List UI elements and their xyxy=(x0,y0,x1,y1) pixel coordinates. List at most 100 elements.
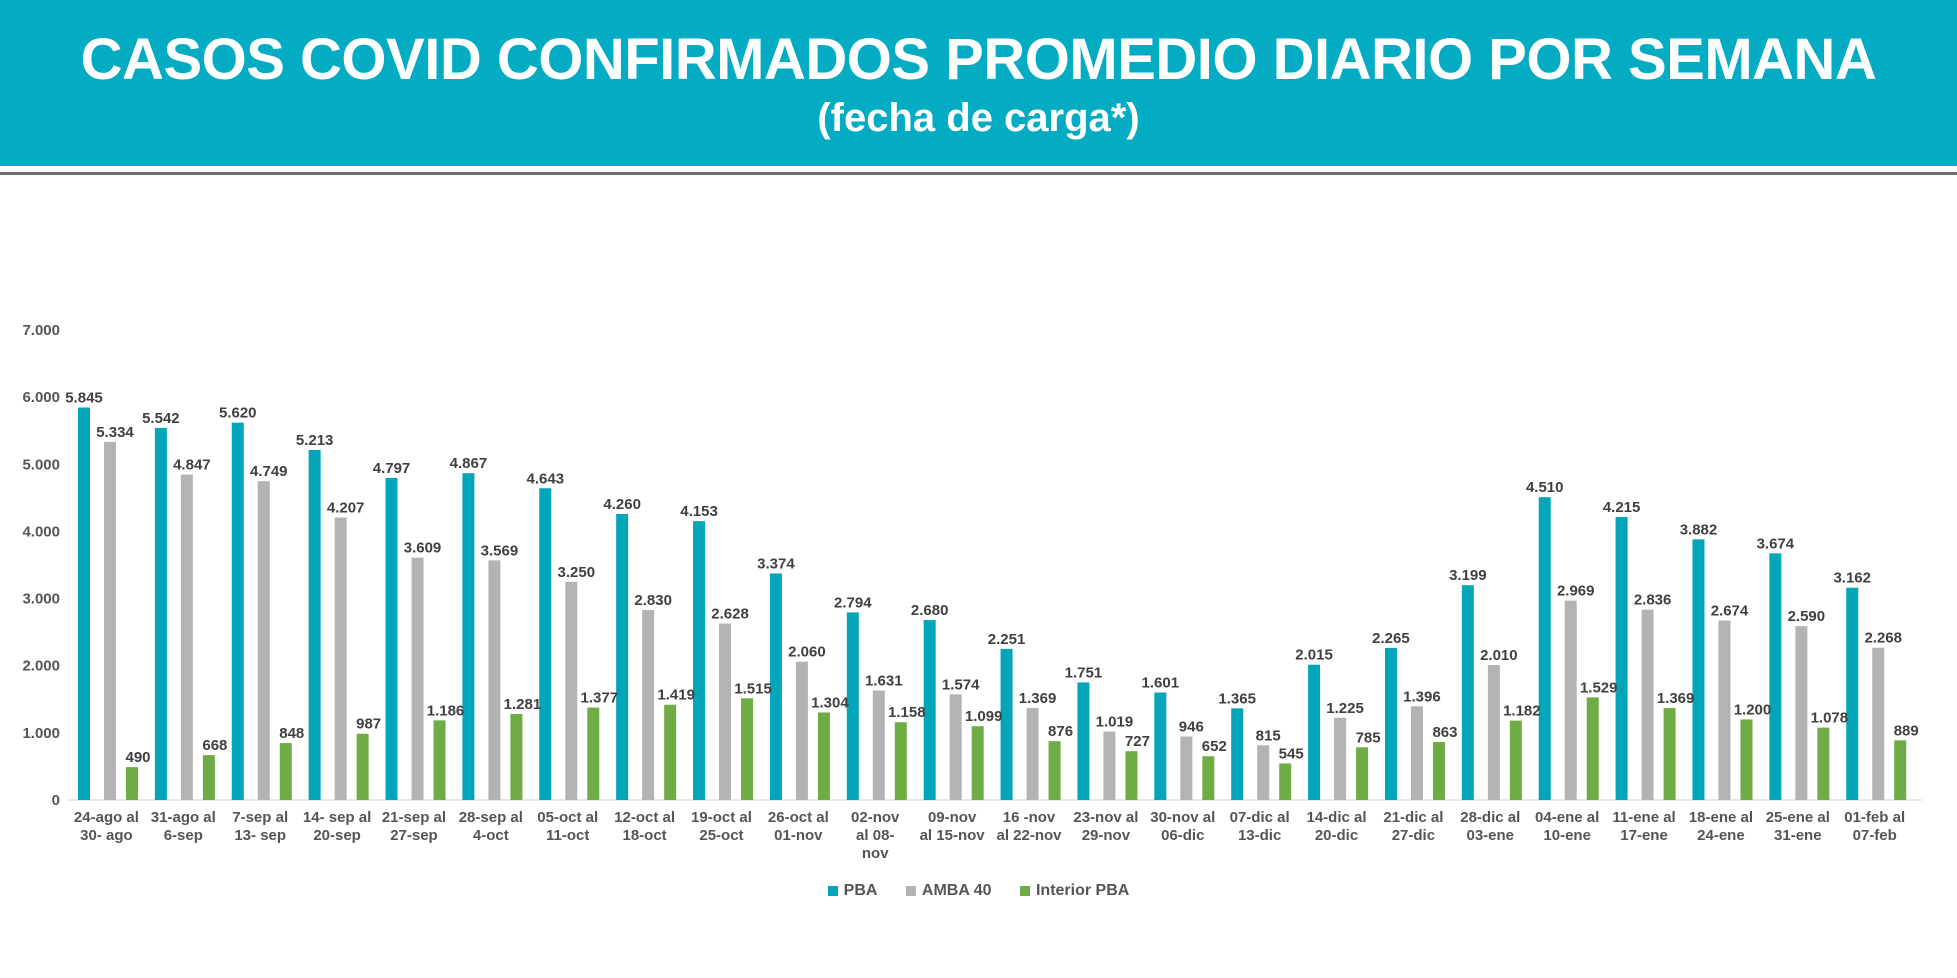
legend-label-interior: Interior PBA xyxy=(1035,882,1130,899)
data-label: 2.010 xyxy=(1480,647,1518,664)
data-label: 1.158 xyxy=(888,704,926,721)
bar-pba xyxy=(769,573,782,800)
bar-pba xyxy=(1461,585,1474,800)
y-tick-label: 0 xyxy=(52,792,60,809)
bar-pba xyxy=(308,449,321,800)
data-label: 1.601 xyxy=(1142,675,1180,692)
data-label: 545 xyxy=(1279,745,1304,762)
bar-interior-pba xyxy=(510,713,523,800)
data-label: 1.281 xyxy=(504,696,542,713)
data-label: 848 xyxy=(279,725,304,742)
data-label: 946 xyxy=(1179,718,1204,735)
bar-amba-40 xyxy=(104,441,116,800)
bar-pba xyxy=(1000,648,1013,800)
bar-interior-pba xyxy=(1279,763,1292,800)
data-label: 1.515 xyxy=(734,680,772,697)
bar-amba-40 xyxy=(795,661,808,800)
bar-amba-40 xyxy=(1872,647,1885,800)
bar-amba-40 xyxy=(949,694,962,800)
bar-pba xyxy=(231,422,244,800)
data-label: 2.015 xyxy=(1295,647,1333,664)
bar-interior-pba xyxy=(1894,740,1907,800)
bar-amba-40 xyxy=(180,474,193,800)
bar-amba-40 xyxy=(872,690,885,800)
x-tick-label: 05-oct al 11-oct xyxy=(537,809,598,844)
bar-interior-pba xyxy=(664,704,677,800)
x-tick-label: 24-ago al 30- ago xyxy=(74,809,139,844)
bar-amba-40 xyxy=(642,609,655,800)
bar-pba xyxy=(1231,708,1244,800)
bar-pba xyxy=(78,407,90,800)
y-tick-label: 1.000 xyxy=(22,725,60,742)
x-tick-label: 21-dic al 27-dic xyxy=(1383,809,1443,844)
bar-pba xyxy=(1154,692,1167,800)
data-label: 2.268 xyxy=(1864,630,1902,647)
data-label: 2.674 xyxy=(1711,602,1749,619)
data-label: 1.529 xyxy=(1580,679,1618,696)
title-banner xyxy=(0,0,1957,166)
data-label: 863 xyxy=(1432,724,1457,741)
data-label: 2.265 xyxy=(1372,630,1410,647)
data-label: 4.153 xyxy=(680,503,718,520)
bar-interior-pba xyxy=(894,722,907,800)
x-tick-label: 28-sep al 4-oct xyxy=(459,809,523,844)
bar-interior-pba xyxy=(1586,697,1599,800)
data-label: 4.867 xyxy=(450,455,488,472)
y-tick-label: 5.000 xyxy=(22,456,60,473)
legend-item-amba: AMBA 40 xyxy=(905,882,992,900)
bar-interior-pba xyxy=(1125,751,1138,800)
bar-pba xyxy=(539,488,552,800)
data-label: 3.199 xyxy=(1449,567,1487,584)
x-tick-label: 14- sep al 20-sep xyxy=(303,809,371,844)
data-label: 1.574 xyxy=(942,676,980,693)
data-label: 3.882 xyxy=(1680,521,1718,538)
bar-pba xyxy=(1538,497,1551,800)
bar-interior-pba xyxy=(279,743,292,800)
data-label: 2.628 xyxy=(711,606,749,623)
data-label: 2.830 xyxy=(634,592,672,609)
y-tick-label: 6.000 xyxy=(22,389,60,406)
legend-item-interior: Interior PBA xyxy=(1019,882,1130,900)
x-tick-label: 18-ene al 24-ene xyxy=(1689,809,1753,844)
data-label: 1.631 xyxy=(865,672,903,689)
data-label: 3.374 xyxy=(757,555,795,572)
data-label: 5.334 xyxy=(96,424,134,441)
bar-interior-pba xyxy=(126,767,138,800)
x-tick-label: 30-nov al 06-dic xyxy=(1150,809,1215,844)
y-tick-label: 3.000 xyxy=(22,591,60,608)
y-tick-label: 7.000 xyxy=(22,322,60,339)
bar-interior-pba xyxy=(1048,741,1061,800)
data-label: 2.836 xyxy=(1634,592,1672,609)
data-label: 490 xyxy=(125,749,150,766)
data-label: 1.182 xyxy=(1503,703,1541,720)
data-label: 1.225 xyxy=(1326,700,1364,717)
data-label: 1.369 xyxy=(1019,690,1057,707)
bar-interior-pba xyxy=(587,707,600,800)
data-label: 1.200 xyxy=(1734,701,1772,718)
data-label: 1.078 xyxy=(1811,710,1849,727)
bar-interior-pba xyxy=(433,720,446,800)
x-tick-label: 31-ago al 6-sep xyxy=(151,809,216,844)
bar-amba-40 xyxy=(1564,600,1577,800)
data-label: 5.542 xyxy=(142,410,180,427)
data-label: 1.369 xyxy=(1657,690,1695,707)
data-label: 1.751 xyxy=(1065,664,1103,681)
bar-pba xyxy=(923,620,936,800)
y-tick-label: 2.000 xyxy=(22,658,60,675)
y-tick-label: 4.000 xyxy=(22,523,60,540)
x-tick-label: 14-dic al 20-dic xyxy=(1307,809,1367,844)
data-label: 876 xyxy=(1048,723,1073,740)
bar-pba xyxy=(462,473,475,800)
data-label: 4.510 xyxy=(1526,479,1564,496)
data-label: 4.847 xyxy=(173,457,211,474)
bar-amba-40 xyxy=(488,560,501,800)
data-label: 2.969 xyxy=(1557,583,1595,600)
x-tick-label: 01-feb al 07-feb xyxy=(1844,809,1905,844)
data-label: 3.250 xyxy=(558,564,596,581)
data-label: 2.680 xyxy=(911,602,949,619)
bar-pba xyxy=(846,612,859,800)
bar-interior-pba xyxy=(1509,720,1522,800)
data-label: 652 xyxy=(1202,738,1227,755)
data-label: 4.215 xyxy=(1603,499,1641,516)
bar-amba-40 xyxy=(719,623,732,800)
